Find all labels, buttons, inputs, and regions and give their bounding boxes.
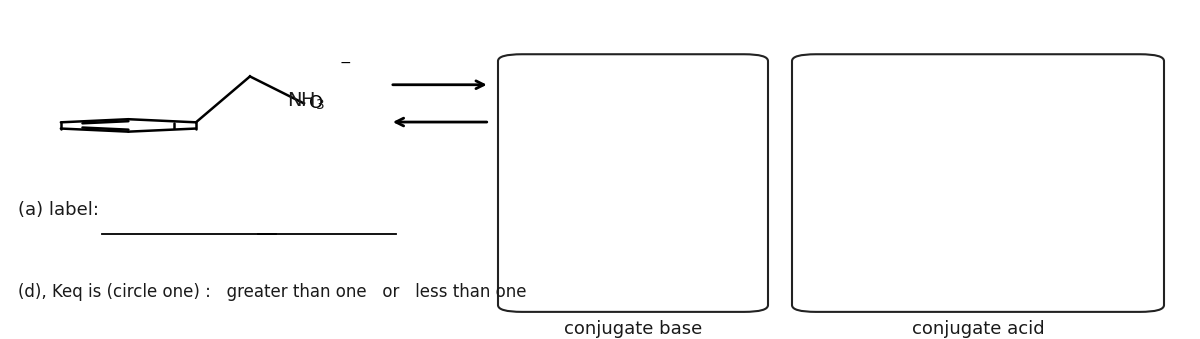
Text: −: − — [340, 56, 352, 70]
Text: (d), Keq is (circle one) :   greater than one   or   less than one: (d), Keq is (circle one) : greater than … — [18, 282, 527, 301]
Text: O: O — [308, 95, 323, 113]
Text: conjugate base: conjugate base — [564, 320, 702, 338]
FancyBboxPatch shape — [792, 54, 1164, 312]
FancyBboxPatch shape — [498, 54, 768, 312]
Text: NH$_3$: NH$_3$ — [287, 91, 325, 112]
Text: (a) label:: (a) label: — [18, 201, 98, 219]
Text: conjugate acid: conjugate acid — [912, 320, 1044, 338]
